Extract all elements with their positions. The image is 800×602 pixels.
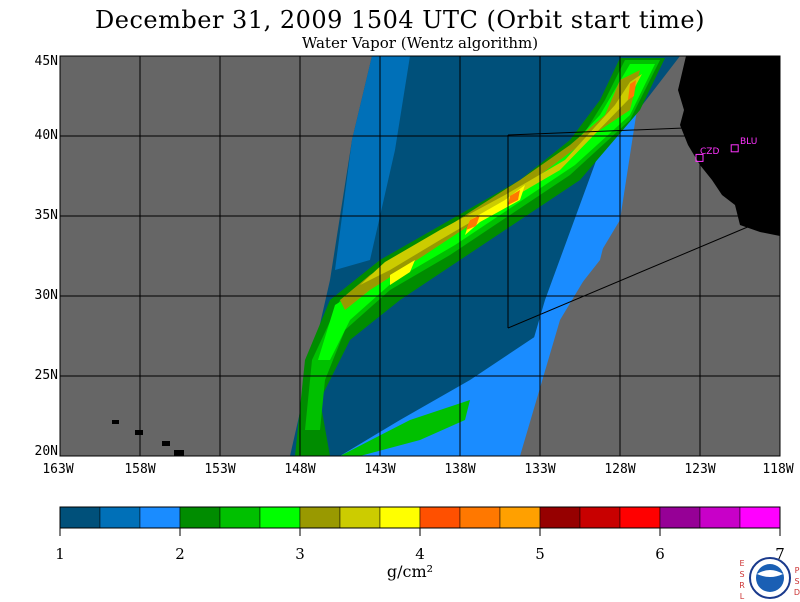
colorbar-units: g/cm² [386, 562, 434, 581]
inset-line [507, 225, 751, 329]
map-title: December 31, 2009 1504 UTC (Orbit start … [95, 6, 705, 34]
lat-label-35: 35N [34, 208, 58, 223]
colorbar-swatch [379, 506, 421, 529]
lon-label-123: 123W [684, 462, 716, 477]
colorbar-swatch [419, 506, 461, 529]
colorbar-swatch [579, 506, 621, 529]
band-orange-2 [466, 215, 480, 230]
station-markers [695, 144, 739, 162]
esrl-letter: R [739, 581, 745, 590]
lat-lon-grid [60, 56, 780, 456]
station-marker-czd [695, 153, 704, 162]
lat-label-30: 30N [34, 288, 58, 303]
esrl-letter: E [739, 559, 745, 568]
map-frame [59, 55, 781, 457]
inset-outline [507, 127, 751, 329]
colorbar-swatch [499, 506, 541, 529]
band-orange-3 [628, 80, 636, 100]
lon-label-143: 143W [364, 462, 396, 477]
colorbar-label-7: 7 [775, 545, 785, 563]
station-marker-blu [730, 144, 739, 153]
lon-label-133: 133W [524, 462, 556, 477]
island [174, 450, 184, 456]
island [135, 430, 143, 435]
south-green-patch [340, 400, 470, 456]
colorbar-swatch [339, 506, 381, 529]
colorbar-swatch [659, 506, 701, 529]
lon-label-158: 158W [124, 462, 156, 477]
satellite-swath [290, 56, 680, 456]
colorbar-swatch [219, 506, 261, 529]
colorbar-swatch [699, 506, 741, 529]
noaa-logo-center [756, 564, 784, 592]
map-subtitle: Water Vapor (Wentz algorithm) [301, 34, 539, 52]
colorbar-swatch [739, 506, 781, 529]
hawaii-islands [112, 420, 184, 456]
island [162, 441, 170, 446]
lat-label-40: 40N [34, 128, 58, 143]
colorbar-swatch [619, 506, 661, 529]
esrl-letter: L [739, 592, 745, 601]
lon-label-138: 138W [444, 462, 476, 477]
colorbar-label-5: 5 [535, 545, 545, 563]
lon-label-118: 118W [762, 462, 794, 477]
colorbar-swatch [139, 506, 181, 529]
band-orange [508, 190, 520, 205]
colorbar-swatch [259, 506, 301, 529]
esrl-letters: E S R L [738, 558, 746, 602]
lon-label-153: 153W [204, 462, 236, 477]
noaa-logo [749, 557, 791, 599]
colorbar-swatch [59, 506, 101, 529]
station-label-blu: BLU [740, 137, 758, 147]
colorbar-swatch [459, 506, 501, 529]
colorbar-swatch [99, 506, 141, 529]
band-yellow-2 [390, 260, 415, 285]
lat-label-20: 20N [34, 444, 58, 459]
psd-letter: S [794, 577, 800, 586]
colorbar-swatch [179, 506, 221, 529]
psd-letter: D [793, 588, 800, 597]
lon-label-163: 163W [42, 462, 74, 477]
lon-label-128: 128W [604, 462, 636, 477]
lat-label-45: 45N [34, 54, 58, 69]
station-label-czd: CZD [700, 147, 720, 157]
psd-letters: P S D [793, 565, 800, 598]
colorbar-swatch [539, 506, 581, 529]
inset-line [507, 127, 685, 136]
noaa-logo-bird [757, 570, 783, 577]
lon-label-148: 148W [284, 462, 316, 477]
colorbar-label-2: 2 [175, 545, 185, 563]
colorbar-label-6: 6 [655, 545, 665, 563]
lat-label-25: 25N [34, 368, 58, 383]
esrl-letter: S [739, 570, 745, 579]
colorbar-label-3: 3 [295, 545, 305, 563]
swath-light-blue-right [510, 90, 640, 456]
colorbar-swatch [299, 506, 341, 529]
island [112, 420, 119, 424]
band-yellow-green [360, 74, 642, 285]
north-america-land [678, 56, 780, 236]
colorbar-label-1: 1 [55, 545, 65, 563]
psd-letter: P [794, 566, 800, 575]
colorbar-label-4: 4 [415, 545, 425, 563]
colorbar [59, 506, 781, 536]
